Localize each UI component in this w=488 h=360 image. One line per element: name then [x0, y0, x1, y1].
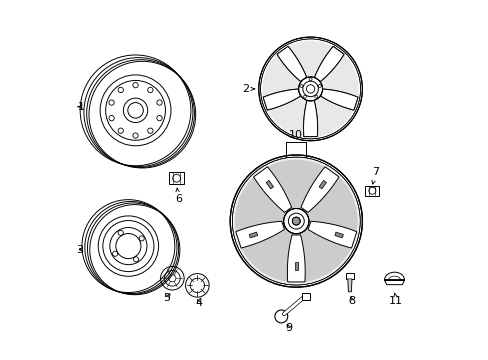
Polygon shape [294, 262, 298, 270]
Circle shape [283, 208, 308, 234]
Circle shape [292, 217, 300, 225]
FancyBboxPatch shape [301, 293, 309, 300]
Circle shape [283, 208, 308, 234]
Text: 9: 9 [285, 323, 292, 333]
Polygon shape [320, 89, 357, 110]
Polygon shape [303, 101, 317, 136]
Polygon shape [334, 232, 343, 238]
Polygon shape [287, 235, 305, 282]
Polygon shape [307, 221, 356, 248]
Circle shape [298, 77, 322, 101]
Polygon shape [234, 177, 310, 235]
Polygon shape [318, 180, 326, 189]
Circle shape [232, 157, 359, 285]
Circle shape [274, 310, 287, 323]
Text: 5: 5 [163, 293, 170, 303]
Polygon shape [253, 167, 291, 212]
Polygon shape [320, 89, 357, 110]
Polygon shape [241, 207, 310, 282]
Polygon shape [282, 207, 351, 282]
Text: 1: 1 [77, 102, 84, 112]
Circle shape [262, 41, 358, 137]
Polygon shape [235, 221, 284, 248]
Text: 10: 10 [289, 130, 303, 140]
Polygon shape [347, 279, 351, 292]
Text: 6: 6 [175, 188, 182, 203]
Polygon shape [282, 177, 357, 235]
FancyBboxPatch shape [365, 185, 379, 196]
Polygon shape [277, 46, 306, 81]
Polygon shape [301, 167, 338, 212]
Polygon shape [277, 46, 306, 81]
Text: 2: 2 [241, 84, 254, 94]
Text: 11: 11 [388, 293, 403, 306]
FancyBboxPatch shape [345, 273, 353, 279]
FancyBboxPatch shape [168, 172, 184, 184]
Text: 7: 7 [371, 167, 379, 184]
Polygon shape [263, 89, 300, 110]
Text: 8: 8 [347, 296, 354, 306]
Polygon shape [314, 46, 344, 81]
Text: 4: 4 [195, 298, 203, 308]
Polygon shape [267, 159, 325, 235]
Polygon shape [314, 46, 344, 81]
Polygon shape [265, 180, 273, 189]
Polygon shape [249, 232, 257, 238]
Polygon shape [303, 101, 317, 136]
Polygon shape [384, 272, 404, 285]
Text: 3: 3 [77, 245, 83, 255]
Polygon shape [263, 89, 300, 110]
Circle shape [258, 37, 362, 141]
